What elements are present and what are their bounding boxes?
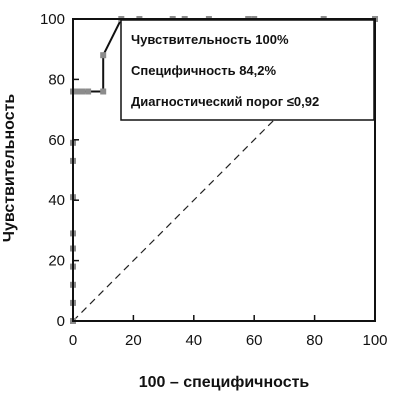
- plot-frame: [72, 18, 376, 322]
- roc-point: [100, 88, 107, 95]
- roc-point: [85, 88, 92, 95]
- x-tick-label: 80: [306, 332, 323, 349]
- y-tick-label: 20: [48, 253, 65, 270]
- x-axis-title: 100 – специфичность: [139, 374, 310, 391]
- y-tick-label: 60: [48, 132, 65, 149]
- stat-specificity: Специфичность 84,2%: [131, 63, 276, 78]
- stat-sensitivity: Чувствительность 100%: [131, 32, 289, 47]
- roc-point: [100, 52, 107, 59]
- y-tick-label: 100: [40, 11, 65, 28]
- y-tick-label: 0: [57, 313, 65, 330]
- stats-box: [120, 19, 375, 121]
- y-axis-title: Чувствительность: [1, 94, 18, 243]
- roc-point: [74, 88, 81, 95]
- x-ticks-layer: 0 20 40 60 80 100: [69, 315, 388, 349]
- stat-threshold: Диагностический порог ≤0,92: [131, 94, 319, 109]
- x-tick-label: 100: [362, 332, 387, 349]
- y-ticks-layer: 0 20 40 60 80 100: [40, 11, 79, 330]
- y-tick-label: 80: [48, 71, 65, 88]
- y-tick-label: 40: [48, 192, 65, 209]
- x-tick-label: 0: [69, 332, 77, 349]
- roc-point: [79, 88, 86, 95]
- x-tick-label: 20: [125, 332, 142, 349]
- x-tick-label: 40: [185, 332, 202, 349]
- x-tick-label: 60: [246, 332, 263, 349]
